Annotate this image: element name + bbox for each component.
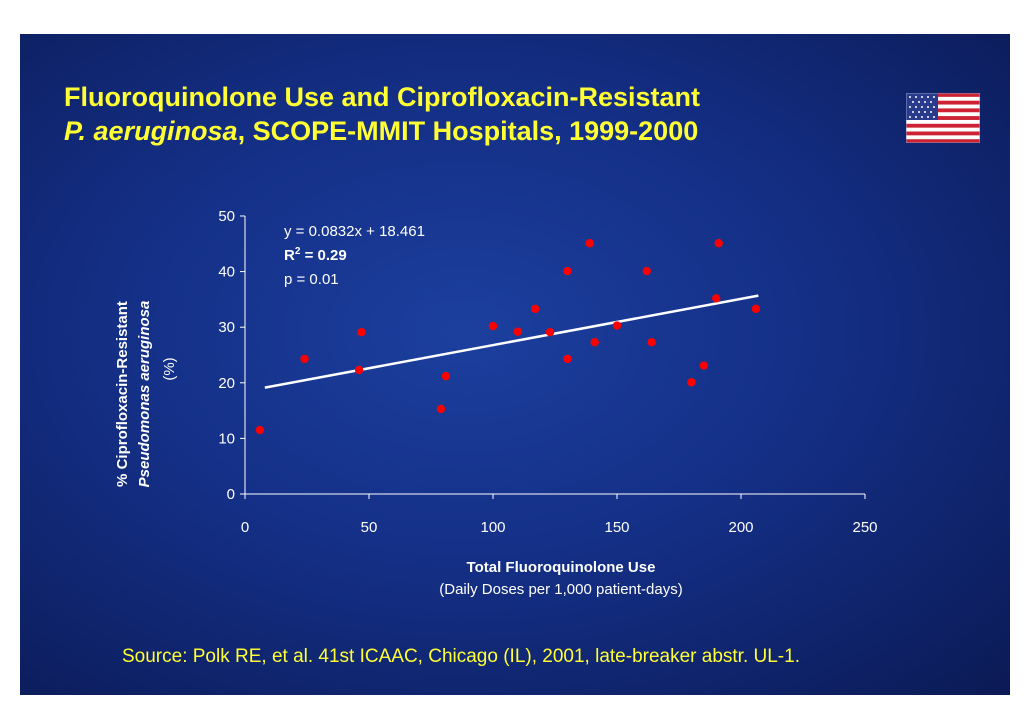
- data-point: [488, 321, 498, 331]
- y-tick-label: 0: [227, 486, 235, 503]
- y-tick-label: 40: [218, 264, 235, 281]
- source-citation: Source: Polk RE, et al. 41st ICAAC, Chic…: [122, 646, 800, 667]
- r-squared-label: R: [284, 247, 295, 264]
- y-tick-label: 20: [218, 375, 235, 392]
- data-point: [300, 354, 309, 364]
- data-point: [751, 304, 761, 314]
- data-point: [545, 328, 555, 337]
- y-tick-label: 10: [218, 430, 235, 447]
- regression-equation: y = 0.0832x + 18.461: [284, 223, 425, 240]
- data-point: [714, 239, 723, 248]
- chart-axes: [244, 216, 865, 495]
- trendline-group: [264, 294, 759, 389]
- title-species: P. aeruginosa: [64, 116, 238, 146]
- title-line-2-rest: , SCOPE-MMIT Hospitals, 1999-2000: [237, 116, 699, 146]
- data-point: [354, 365, 364, 375]
- title-line-2: P. aeruginosa, SCOPE-MMIT Hospitals, 199…: [64, 114, 700, 148]
- y-axis-label-line-1: % Ciprofloxacin-Resistant: [114, 301, 131, 487]
- data-point: [687, 378, 696, 387]
- slide: Fluoroquinolone Use and Ciprofloxacin-Re…: [20, 34, 1010, 695]
- data-point: [712, 294, 721, 303]
- y-tick-label: 30: [218, 319, 235, 336]
- r-squared-value: = 0.29: [300, 247, 346, 264]
- title-line-1: Fluoroquinolone Use and Ciprofloxacin-Re…: [64, 82, 701, 112]
- data-point: [699, 361, 708, 370]
- data-point: [642, 266, 651, 276]
- r-squared: R2 = 0.29: [284, 246, 347, 264]
- data-point: [357, 328, 366, 337]
- x-axis-sublabel: (Daily Doses per 1,000 patient-days): [439, 581, 682, 598]
- x-tick-label: 100: [480, 519, 505, 536]
- x-axis-label: Total Fluoroquinolone Use: [467, 559, 656, 576]
- data-point: [612, 321, 622, 330]
- data-point: [530, 304, 540, 314]
- us-flag-icon: [906, 93, 980, 143]
- trendline: [264, 294, 759, 389]
- data-point: [563, 354, 572, 364]
- x-tick-label: 50: [361, 519, 378, 536]
- y-axis-label-line-2: Pseudomonas aeruginosa: [136, 301, 153, 488]
- y-axis-label-line-3: (%): [161, 357, 178, 380]
- x-tick-label: 200: [728, 519, 753, 536]
- data-point: [585, 239, 594, 248]
- x-tick-label: 0: [241, 519, 249, 536]
- scatter-chart: 0 10 20 30 40 50 0 50 100 150 200 250 y = 0.0832x +…: [114, 208, 878, 598]
- data-point: [255, 425, 265, 435]
- x-tick-label: 250: [852, 519, 877, 536]
- slide-title: Fluoroquinolone Use and Ciprofloxacin-Re…: [64, 80, 700, 148]
- data-point: [441, 371, 451, 381]
- data-point: [647, 338, 656, 347]
- data-point: [563, 266, 572, 276]
- chart-ticks: 0 10 20 30 40 50 0 50 100 150 200 250: [218, 208, 877, 536]
- data-point: [436, 404, 446, 414]
- data-point: [590, 338, 599, 347]
- data-point: [513, 327, 522, 336]
- p-value: p = 0.01: [284, 271, 339, 288]
- y-tick-label: 50: [218, 208, 235, 225]
- r-squared-sup: 2: [295, 246, 301, 257]
- data-points: [255, 239, 761, 435]
- x-tick-label: 150: [604, 519, 629, 536]
